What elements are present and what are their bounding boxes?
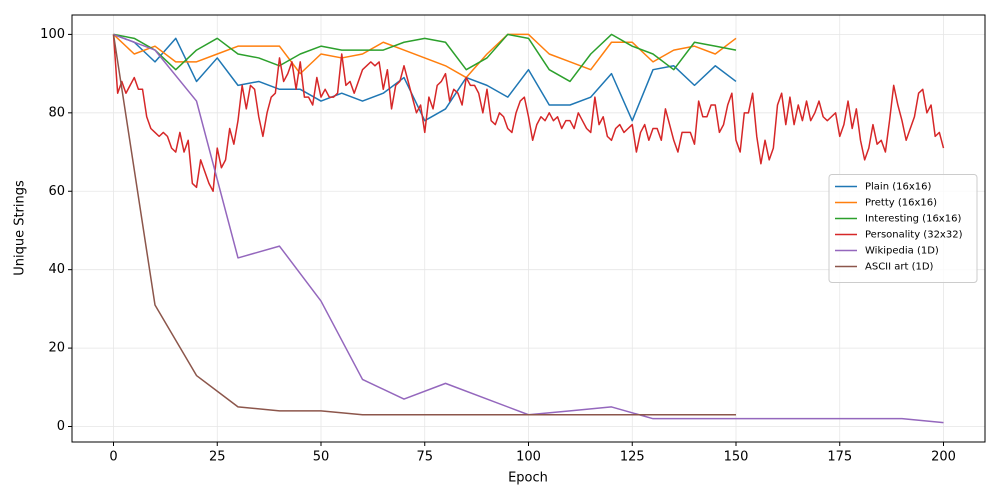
x-tick-label: 100 xyxy=(516,450,541,465)
y-axis-label: Unique Strings xyxy=(13,180,28,276)
series-line xyxy=(112,33,737,79)
x-tick-label: 150 xyxy=(724,450,749,465)
x-tick-label: 50 xyxy=(313,450,330,465)
x-tick-label: 0 xyxy=(109,450,117,465)
legend-label: Wikipedia (1D) xyxy=(865,246,939,257)
x-tick-label: 175 xyxy=(827,450,852,465)
legend-label: Plain (16x16) xyxy=(865,182,932,193)
legend-label: Personality (32x32) xyxy=(865,230,963,241)
plot-frame xyxy=(71,14,986,443)
x-tick-label: 200 xyxy=(931,450,956,465)
legend-box xyxy=(828,174,978,283)
series-line xyxy=(113,33,737,83)
y-tick-label: 100 xyxy=(40,27,65,42)
x-tick-label: 25 xyxy=(209,450,226,465)
legend-label: ASCII art (1D) xyxy=(865,262,934,273)
y-tick-label: 60 xyxy=(48,184,65,199)
series-line xyxy=(112,34,736,416)
x-axis-label: Epoch xyxy=(508,471,548,486)
y-tick-label: 80 xyxy=(48,105,65,120)
series-line xyxy=(113,33,737,122)
y-tick-label: 40 xyxy=(48,262,65,277)
series-line xyxy=(112,34,945,192)
legend-label: Interesting (16x16) xyxy=(865,214,961,225)
y-tick-label: 0 xyxy=(57,419,65,434)
legend-label: Pretty (16x16) xyxy=(865,198,937,209)
x-tick-label: 75 xyxy=(416,450,433,465)
y-tick-label: 20 xyxy=(48,341,65,356)
legend: Plain (16x16) Pretty (16x16) Interesting (… xyxy=(828,174,978,283)
x-tick-label: 125 xyxy=(620,450,645,465)
